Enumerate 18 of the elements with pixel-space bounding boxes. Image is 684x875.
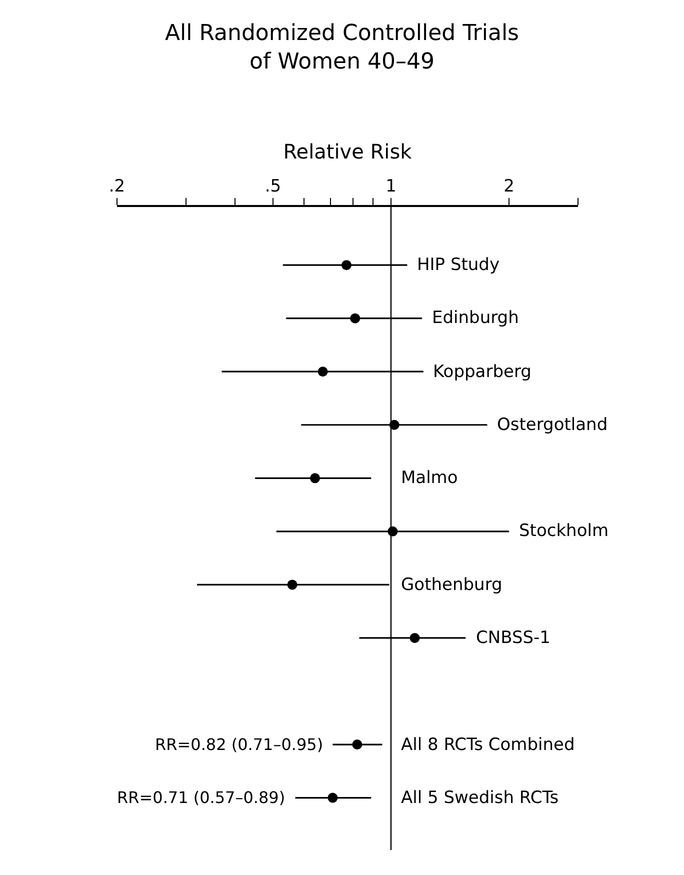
y-tick-label: Stockholm (519, 521, 609, 541)
x-tick-label: .5 (264, 176, 282, 196)
annotation: RR=0.82 (0.71–0.95) (155, 735, 324, 754)
y-tick-label: HIP Study (417, 255, 500, 275)
y-tick-label: All 8 RCTs Combined (401, 735, 575, 755)
y-tick-label: Malmo (401, 468, 458, 488)
y-tick-label: Ostergotland (497, 415, 608, 435)
y-tick-label: Kopparberg (433, 362, 532, 382)
x-tick-label: 1 (386, 176, 396, 196)
x-axis-title: Relative Risk (283, 139, 412, 164)
y-tick-label: Gothenburg (401, 575, 502, 595)
chart-title: All Randomized Controlled Trials of Women 40–49 (164, 21, 520, 75)
x-tick-label: .2 (108, 176, 126, 196)
y-tick-label: Edinburgh (432, 308, 519, 328)
annotation: RR=0.71 (0.57–0.89) (117, 788, 286, 807)
x-tick-label: 2 (504, 176, 514, 196)
y-tick-label: CNBSS-1 (476, 628, 550, 648)
y-tick-label: All 5 Swedish RCTs (401, 788, 559, 808)
